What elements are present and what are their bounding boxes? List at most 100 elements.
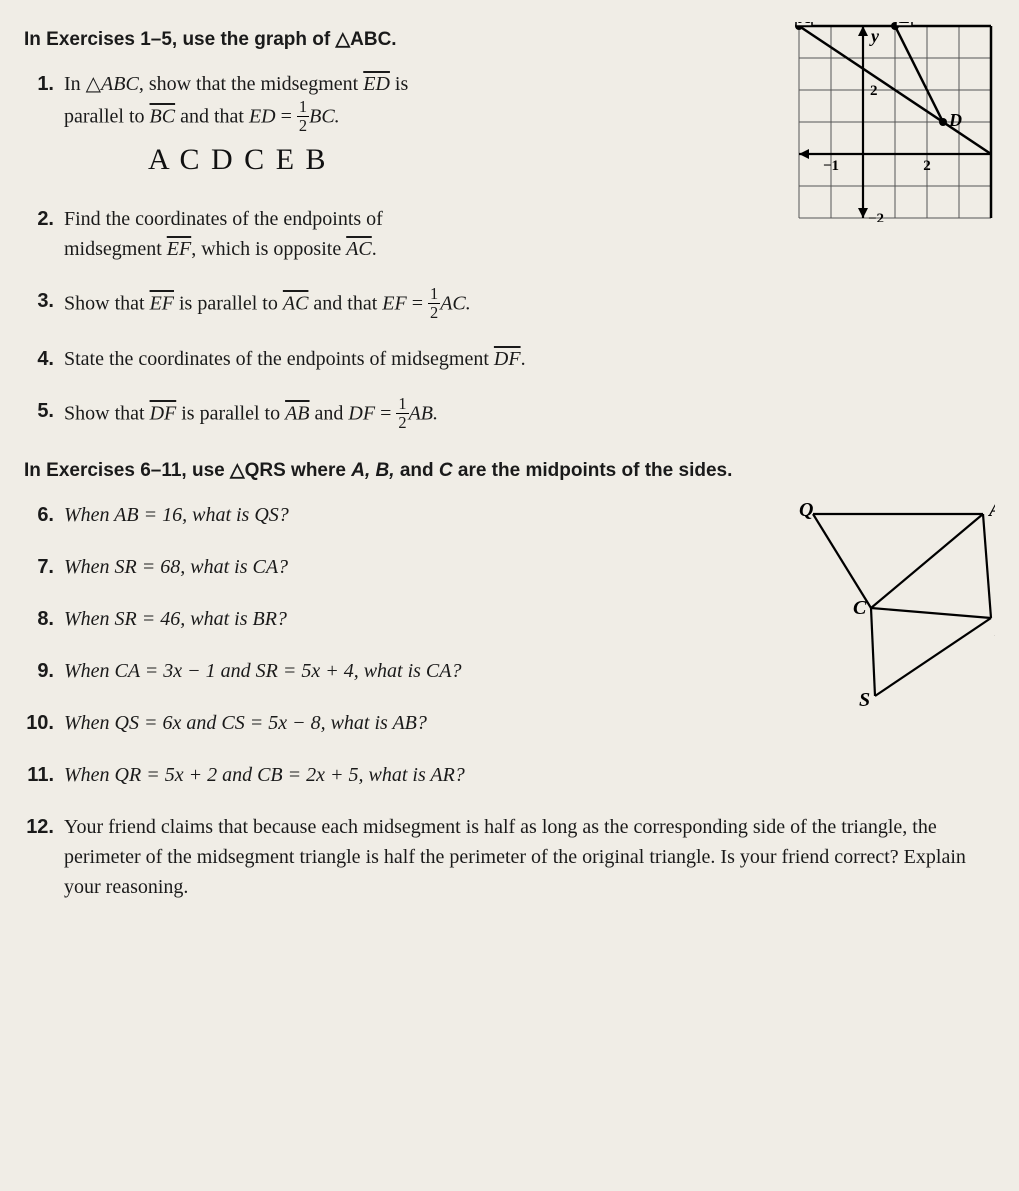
question-number: 8.	[24, 604, 64, 634]
question-3: 3. Show that EF is parallel to AC and th…	[24, 286, 995, 322]
text: Find the coordinates of the endpoints of	[64, 208, 383, 230]
numerator: 1	[428, 286, 440, 304]
question-6: 6. When AB = 16, what is QS?	[24, 500, 767, 530]
numerator: 1	[297, 99, 309, 117]
text: , show that the midsegment	[139, 73, 363, 95]
text: When SR = 46, what is BR?	[64, 608, 287, 630]
segment-ab: AB	[285, 402, 309, 424]
fraction: 12	[396, 396, 408, 432]
question-2: 2. Find the coordinates of the endpoints…	[24, 204, 775, 264]
denominator: 2	[297, 117, 309, 134]
question-number: 6.	[24, 500, 64, 530]
svg-text:E: E	[898, 22, 911, 27]
text: AC	[283, 292, 309, 314]
text: .	[521, 348, 526, 370]
text: ED	[363, 73, 390, 95]
text: is	[390, 73, 408, 95]
text: and that	[175, 105, 249, 127]
question-body: State the coordinates of the endpoints o…	[64, 344, 995, 374]
text: =	[407, 292, 428, 314]
text: In △	[64, 73, 101, 95]
text: AC	[346, 238, 372, 260]
text: and	[400, 460, 439, 481]
text: is parallel to	[176, 402, 285, 424]
segment-ef: EF	[150, 292, 174, 314]
text: and	[310, 402, 349, 424]
text: When AB = 16, what is QS?	[64, 504, 289, 526]
text: When QS = 6x and CS = 5x − 8, what is AB…	[64, 712, 427, 734]
question-body: When AB = 16, what is QS?	[64, 500, 767, 530]
denominator: 2	[396, 414, 408, 431]
segment-df: DF	[150, 402, 177, 424]
svg-text:−2: −2	[868, 211, 884, 222]
graph-svg: 2−12−2yAED	[795, 22, 995, 222]
text: A, B,	[351, 460, 400, 481]
svg-text:S: S	[859, 689, 870, 710]
text: In Exercises 6–11, use △QRS where	[24, 460, 351, 481]
question-body: When CA = 3x − 1 and SR = 5x + 4, what i…	[64, 656, 767, 686]
text: When CA = 3x − 1 and SR = 5x + 4, what i…	[64, 660, 461, 682]
text: are the midpoints of the sides.	[458, 460, 733, 481]
text: =	[375, 402, 396, 424]
text: is parallel to	[174, 292, 283, 314]
text: midsegment	[64, 238, 167, 260]
question-4: 4. State the coordinates of the endpoint…	[24, 344, 995, 374]
question-number: 12.	[24, 812, 64, 842]
question-number: 9.	[24, 656, 64, 686]
question-body: Show that DF is parallel to AB and DF = …	[64, 396, 995, 432]
section-header-1: In Exercises 1–5, use the graph of △ABC.	[24, 28, 775, 51]
question-body: Show that EF is parallel to AC and that …	[64, 286, 995, 322]
question-number: 10.	[24, 708, 64, 738]
question-5: 5. Show that DF is parallel to AB and DF…	[24, 396, 995, 432]
question-7: 7. When SR = 68, what is CA?	[24, 552, 767, 582]
text: AB	[285, 402, 309, 424]
text: AC.	[440, 292, 471, 314]
text: and that	[308, 292, 382, 314]
denominator: 2	[428, 304, 440, 321]
question-number: 3.	[24, 286, 64, 316]
figure-svg: QACBS	[795, 500, 995, 710]
coordinate-graph: 2−12−2yAED	[795, 22, 995, 222]
segment-ac: AC	[283, 292, 309, 314]
text: EF	[382, 292, 406, 314]
text: DF	[494, 348, 521, 370]
segment-ed: ED	[363, 73, 390, 95]
question-number: 11.	[24, 760, 64, 790]
text: State the coordinates of the endpoints o…	[64, 348, 494, 370]
triangle-qrs-figure: QACBS	[795, 500, 995, 760]
text: =	[276, 105, 297, 127]
text: Show that	[64, 402, 150, 424]
text: BC	[150, 105, 176, 127]
svg-text:2: 2	[923, 158, 931, 174]
text: , which is opposite	[191, 238, 346, 260]
segment-df: DF	[494, 348, 521, 370]
question-body: Find the coordinates of the endpoints of…	[64, 204, 775, 264]
text: AB.	[409, 402, 438, 424]
question-number: 7.	[24, 552, 64, 582]
segment-ef: EF	[167, 238, 191, 260]
section-header-2: In Exercises 6–11, use △QRS where A, B, …	[24, 459, 995, 482]
svg-text:D: D	[948, 110, 962, 130]
question-body: In △ABC, show that the midsegment ED is …	[64, 69, 775, 182]
text: BC.	[309, 105, 340, 127]
segment-bc: BC	[150, 105, 176, 127]
question-body: When SR = 46, what is BR?	[64, 604, 767, 634]
question-8: 8. When SR = 46, what is BR?	[24, 604, 767, 634]
svg-text:A: A	[798, 22, 811, 27]
question-body: Your friend claims that because each mid…	[64, 812, 995, 902]
text: ED	[249, 105, 276, 127]
question-body: When SR = 68, what is CA?	[64, 552, 767, 582]
fraction: 12	[297, 99, 309, 135]
text: C	[439, 460, 458, 481]
text: DF	[348, 402, 375, 424]
fraction: 12	[428, 286, 440, 322]
svg-text:y: y	[869, 26, 880, 46]
text: When QR = 5x + 2 and CB = 2x + 5, what i…	[64, 764, 465, 786]
svg-text:−1: −1	[823, 158, 839, 174]
question-number: 4.	[24, 344, 64, 374]
text: EF	[150, 292, 174, 314]
svg-text:Q: Q	[799, 500, 813, 521]
text: ABC	[101, 73, 139, 95]
question-10: 10. When QS = 6x and CS = 5x − 8, what i…	[24, 708, 767, 738]
svg-text:A: A	[987, 500, 995, 521]
